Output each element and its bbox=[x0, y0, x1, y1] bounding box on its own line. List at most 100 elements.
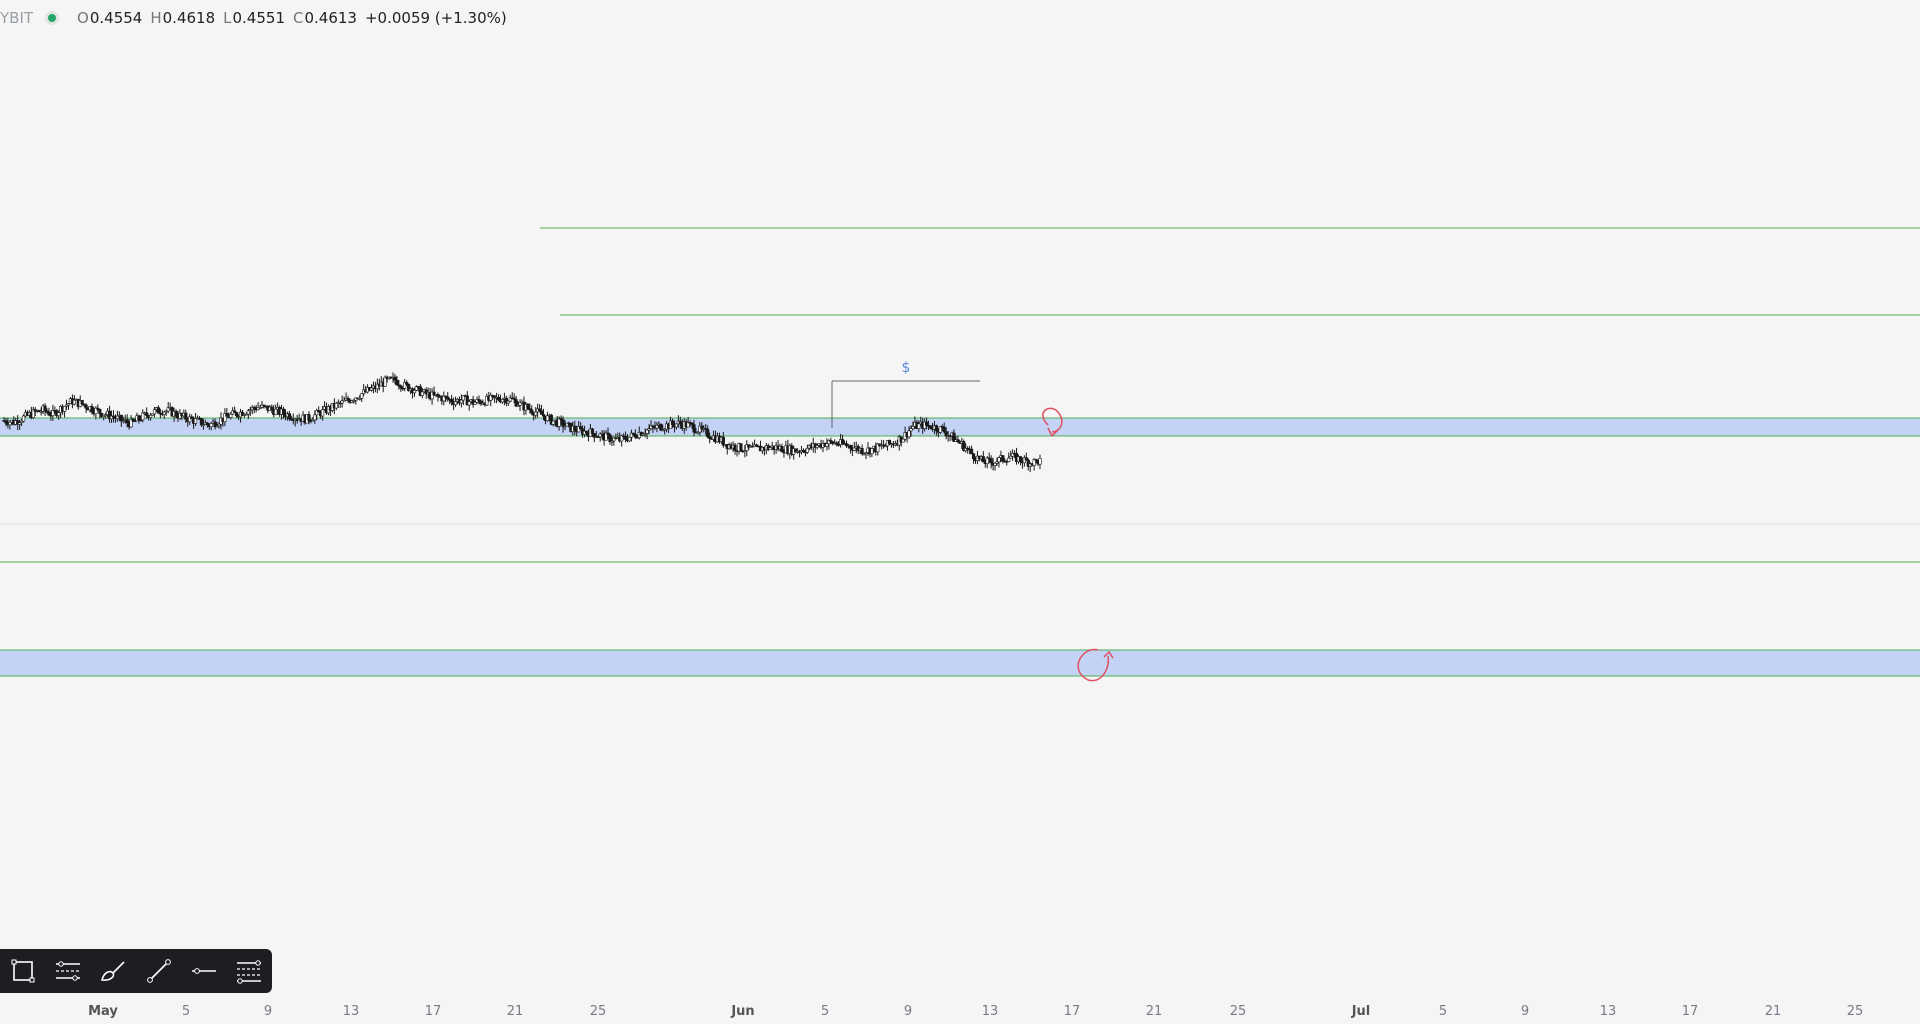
candle-body bbox=[137, 415, 141, 420]
candle-body bbox=[739, 443, 743, 452]
time-axis-label: Jul bbox=[1351, 1004, 1371, 1019]
candle-body bbox=[244, 413, 248, 416]
candle-body bbox=[240, 411, 245, 416]
candle-body bbox=[199, 418, 204, 426]
candle-body bbox=[674, 423, 679, 428]
candle-body bbox=[403, 382, 407, 389]
candle-body bbox=[606, 432, 610, 436]
candle-body bbox=[686, 422, 690, 428]
candle-body bbox=[315, 410, 319, 416]
candle-body bbox=[471, 399, 475, 405]
time-axis-label: 9 bbox=[263, 1004, 273, 1019]
candle-body bbox=[1018, 456, 1023, 462]
candle-body bbox=[90, 406, 94, 413]
candle-body bbox=[655, 424, 659, 429]
candle-body bbox=[864, 452, 868, 454]
candle-body bbox=[150, 413, 155, 416]
candle-body bbox=[901, 438, 905, 443]
candle-body bbox=[252, 406, 256, 409]
candle-body bbox=[704, 428, 708, 430]
candle-body bbox=[442, 395, 446, 402]
candle-body bbox=[516, 404, 520, 407]
candle-body bbox=[229, 413, 233, 419]
candle-body bbox=[4, 420, 8, 424]
candle-body bbox=[962, 441, 966, 451]
horizontal-line-icon[interactable] bbox=[181, 949, 226, 993]
time-axis[interactable]: May 5 9 13 17 21 25 Jun 5 9 13 17 21 25 Jul 5 9 13 17 21 25 bbox=[0, 1000, 1920, 1024]
candle-body bbox=[174, 410, 178, 417]
candle-body bbox=[852, 447, 856, 451]
time-axis-label: 5 bbox=[181, 1004, 191, 1019]
candle-body bbox=[133, 420, 137, 423]
candle-body bbox=[631, 432, 636, 435]
candle-body bbox=[82, 403, 86, 406]
candle-body bbox=[969, 448, 974, 454]
candle-body bbox=[887, 440, 892, 445]
candle-body bbox=[647, 428, 651, 431]
candle-body bbox=[193, 418, 198, 424]
candle-body bbox=[649, 425, 653, 429]
candle-body bbox=[883, 445, 888, 448]
candle-body bbox=[559, 418, 563, 421]
candle-body bbox=[530, 409, 534, 414]
candle-body bbox=[57, 412, 61, 417]
candle-body bbox=[909, 428, 913, 432]
candle-body bbox=[745, 444, 749, 451]
time-axis-label: 9 bbox=[1520, 1004, 1530, 1019]
candle-body bbox=[401, 387, 405, 390]
candle-body bbox=[1009, 455, 1013, 459]
candle-body bbox=[860, 448, 864, 454]
candle-body bbox=[956, 439, 960, 442]
candle-body bbox=[467, 401, 471, 406]
supply-demand-zones bbox=[0, 418, 1920, 676]
candle-body bbox=[971, 453, 976, 459]
candle-body bbox=[129, 418, 133, 428]
candle-body bbox=[837, 444, 841, 446]
candle-body bbox=[62, 406, 67, 412]
candle-body bbox=[592, 433, 596, 438]
rectangle-icon[interactable] bbox=[0, 949, 45, 993]
chart-area[interactable]: $ YBIT O 0.4554 H 0.4618 L 0.4551 C 0.4613 +… bbox=[0, 0, 1920, 1000]
candle-body bbox=[623, 436, 628, 440]
candle-body bbox=[629, 432, 634, 438]
candle-body bbox=[584, 430, 589, 434]
change-value: +0.0059 (+1.30%) bbox=[364, 9, 507, 27]
user-drawings: $ bbox=[831, 360, 1114, 682]
candle-body bbox=[115, 415, 119, 419]
candle-body bbox=[1007, 457, 1011, 462]
candle-body bbox=[418, 386, 422, 396]
candle-body bbox=[537, 408, 542, 412]
candle-body bbox=[995, 461, 999, 464]
candle-body bbox=[37, 410, 41, 412]
candle-body bbox=[369, 387, 374, 391]
candle-body bbox=[420, 391, 424, 396]
candle-body bbox=[911, 426, 915, 429]
open-value: 0.4554 bbox=[89, 9, 143, 27]
candle-body bbox=[942, 426, 946, 433]
candle-body bbox=[661, 429, 665, 432]
candle-body bbox=[539, 410, 544, 415]
candle-body bbox=[997, 457, 1001, 463]
price-chart[interactable]: $ bbox=[0, 0, 1920, 1000]
candle-body bbox=[993, 462, 997, 466]
candle-body bbox=[733, 444, 737, 451]
candle-body bbox=[215, 425, 219, 428]
candle-body bbox=[801, 450, 806, 453]
candle-body bbox=[500, 399, 505, 403]
fib-icon[interactable] bbox=[227, 949, 272, 993]
candle-body bbox=[815, 445, 819, 448]
candle-body bbox=[321, 409, 325, 417]
candle-body bbox=[201, 424, 205, 426]
trend-line-icon[interactable] bbox=[136, 949, 181, 993]
candle-body bbox=[205, 422, 209, 426]
parallel-channel-icon[interactable] bbox=[45, 949, 90, 993]
candle-body bbox=[565, 422, 569, 427]
candle-body bbox=[754, 444, 759, 447]
brush-icon[interactable] bbox=[91, 949, 136, 993]
candle-body bbox=[1034, 459, 1038, 461]
candle-body bbox=[876, 443, 880, 453]
candle-body bbox=[360, 393, 364, 399]
candle-body bbox=[794, 448, 798, 453]
candle-body bbox=[225, 413, 229, 417]
candle-body bbox=[96, 407, 100, 410]
